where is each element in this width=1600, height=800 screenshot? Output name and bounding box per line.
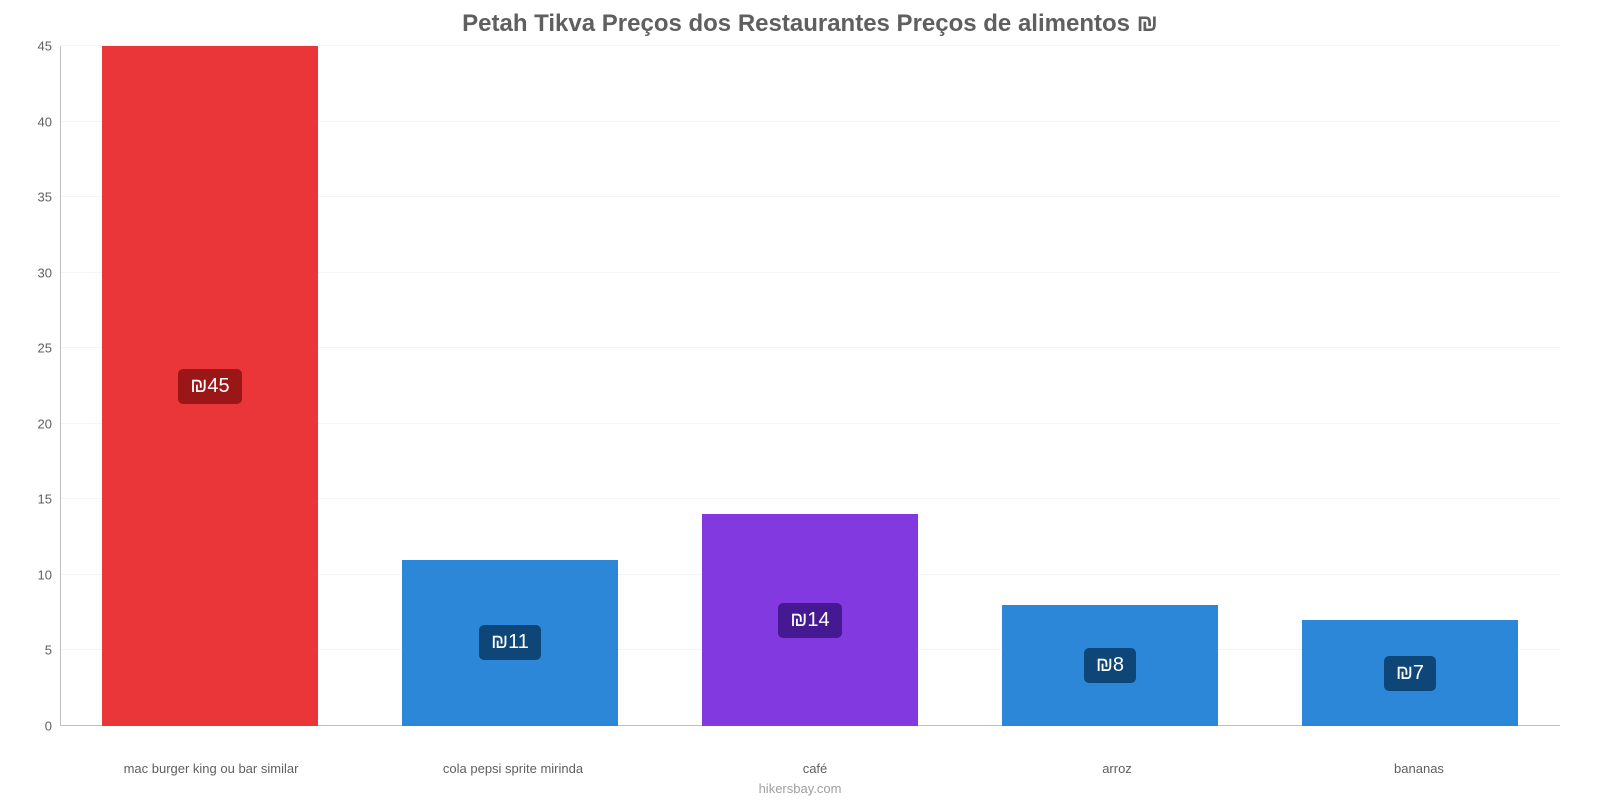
x-axis-label: arroz: [966, 761, 1268, 776]
y-tick: 30: [20, 265, 52, 280]
bar-slot: ₪11: [360, 46, 660, 726]
bar: ₪7: [1302, 620, 1518, 726]
bars-region: ₪45 ₪11 ₪14 ₪8 ₪7: [60, 46, 1560, 726]
bar: ₪11: [402, 560, 618, 726]
chart-footer: hikersbay.com: [0, 781, 1600, 796]
bar: ₪8: [1002, 605, 1218, 726]
x-axis-label: mac burger king ou bar similar: [60, 761, 362, 776]
bar-value-badge: ₪8: [1084, 648, 1136, 683]
y-axis: 051015202530354045: [20, 46, 60, 726]
x-axis-label: café: [664, 761, 966, 776]
y-tick: 20: [20, 416, 52, 431]
x-axis-label: bananas: [1268, 761, 1570, 776]
bar-value-badge: ₪7: [1384, 656, 1436, 691]
bar-value-badge: ₪14: [778, 603, 841, 638]
bar-slot: ₪45: [60, 46, 360, 726]
bar: ₪45: [102, 46, 318, 726]
plot-area: 051015202530354045 ₪45₪11₪14₪8₪7: [60, 46, 1560, 726]
y-tick: 25: [20, 341, 52, 356]
chart-container: Petah Tikva Preços dos Restaurantes Preç…: [0, 0, 1600, 800]
y-tick: 40: [20, 114, 52, 129]
y-tick: 0: [20, 719, 52, 734]
y-tick: 5: [20, 643, 52, 658]
bar-value-badge: ₪11: [479, 625, 541, 660]
x-axis-label: cola pepsi sprite mirinda: [362, 761, 664, 776]
bar: ₪14: [702, 514, 918, 726]
bar-value-badge: ₪45: [178, 369, 241, 404]
y-tick: 15: [20, 492, 52, 507]
y-tick: 35: [20, 190, 52, 205]
bar-slot: ₪14: [660, 46, 960, 726]
x-axis-labels: mac burger king ou bar similarcola pepsi…: [60, 761, 1570, 776]
chart-title: Petah Tikva Preços dos Restaurantes Preç…: [50, 10, 1570, 38]
bar-slot: ₪8: [960, 46, 1260, 726]
y-tick: 45: [20, 39, 52, 54]
bar-slot: ₪7: [1260, 46, 1560, 726]
y-tick: 10: [20, 567, 52, 582]
